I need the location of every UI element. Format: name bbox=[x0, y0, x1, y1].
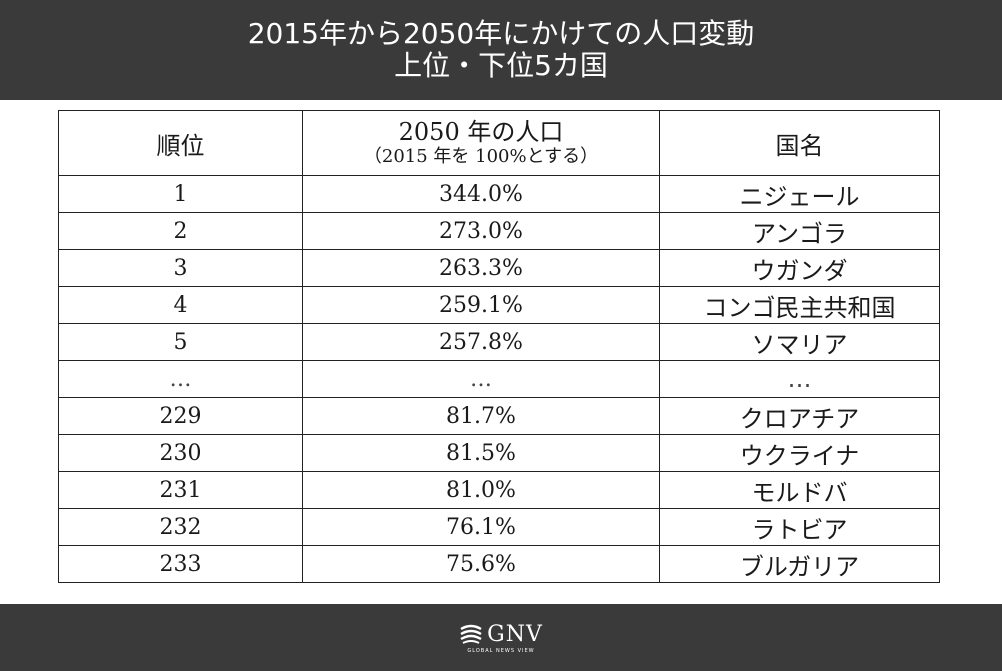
logo-text: GNV bbox=[487, 621, 543, 647]
table-row: 230 81.5% ウクライナ bbox=[58, 434, 940, 472]
population-cell: 273.0% bbox=[302, 212, 660, 250]
country-cell: … bbox=[659, 360, 940, 398]
population-cell: 81.7% bbox=[302, 397, 660, 435]
population-cell: 81.5% bbox=[302, 434, 660, 472]
logo-subtext: GLOBAL NEWS VIEW bbox=[467, 647, 535, 654]
column-header-country: 国名 bbox=[659, 110, 940, 176]
table-row: 3 263.3% ウガンダ bbox=[58, 249, 940, 287]
country-cell: ウガンダ bbox=[659, 249, 940, 287]
table-row: 5 257.8% ソマリア bbox=[58, 323, 940, 361]
rank-cell: 233 bbox=[58, 545, 303, 583]
column-header-rank: 順位 bbox=[58, 110, 303, 176]
page-title: 2015年から2050年にかけての人口変動 bbox=[247, 17, 755, 50]
country-cell: アンゴラ bbox=[659, 212, 940, 250]
population-cell: … bbox=[302, 360, 660, 398]
table-row: 233 75.6% ブルガリア bbox=[58, 545, 940, 583]
rank-cell: 230 bbox=[58, 434, 303, 472]
globe-logo-icon bbox=[460, 624, 482, 644]
country-cell: ブルガリア bbox=[659, 545, 940, 583]
page-subtitle: 上位・下位5カ国 bbox=[394, 49, 608, 82]
table-row: 1 344.0% ニジェール bbox=[58, 175, 940, 213]
country-cell: ニジェール bbox=[659, 175, 940, 213]
population-cell: 81.0% bbox=[302, 471, 660, 509]
country-cell: コンゴ民主共和国 bbox=[659, 286, 940, 324]
population-cell: 344.0% bbox=[302, 175, 660, 213]
population-cell: 76.1% bbox=[302, 508, 660, 546]
population-cell: 257.8% bbox=[302, 323, 660, 361]
table-header-row: 順位 2050 年の人口 （2015 年を 100%とする） 国名 bbox=[58, 110, 940, 176]
table-row: 232 76.1% ラトビア bbox=[58, 508, 940, 546]
table-row: 2 273.0% アンゴラ bbox=[58, 212, 940, 250]
ranking-table: 順位 2050 年の人口 （2015 年を 100%とする） 国名 1 344.0… bbox=[58, 110, 940, 583]
rank-cell: 2 bbox=[58, 212, 303, 250]
table-row: 231 81.0% モルドバ bbox=[58, 471, 940, 509]
rank-cell: 4 bbox=[58, 286, 303, 324]
table-row: 229 81.7% クロアチア bbox=[58, 397, 940, 435]
country-cell: クロアチア bbox=[659, 397, 940, 435]
rank-cell: 5 bbox=[58, 323, 303, 361]
population-cell: 263.3% bbox=[302, 249, 660, 287]
rank-cell: 1 bbox=[58, 175, 303, 213]
population-cell: 259.1% bbox=[302, 286, 660, 324]
country-cell: ラトビア bbox=[659, 508, 940, 546]
column-header-population-main: 2050 年の人口 bbox=[398, 118, 564, 146]
rank-cell: 3 bbox=[58, 249, 303, 287]
table-row: 4 259.1% コンゴ民主共和国 bbox=[58, 286, 940, 324]
country-cell: ウクライナ bbox=[659, 434, 940, 472]
rank-cell: 229 bbox=[58, 397, 303, 435]
country-cell: モルドバ bbox=[659, 471, 940, 509]
rank-cell: 231 bbox=[58, 471, 303, 509]
column-header-population: 2050 年の人口 （2015 年を 100%とする） bbox=[302, 110, 660, 176]
footer-bar: GNV GLOBAL NEWS VIEW bbox=[0, 604, 1002, 671]
population-cell: 75.6% bbox=[302, 545, 660, 583]
ranking-table-container: 順位 2050 年の人口 （2015 年を 100%とする） 国名 1 344.0… bbox=[58, 110, 940, 583]
title-banner: 2015年から2050年にかけての人口変動 上位・下位5カ国 bbox=[0, 0, 1002, 100]
gnv-logo: GNV GLOBAL NEWS VIEW bbox=[459, 622, 543, 654]
rank-cell: 232 bbox=[58, 508, 303, 546]
column-header-population-sub: （2015 年を 100%とする） bbox=[363, 146, 599, 167]
country-cell: ソマリア bbox=[659, 323, 940, 361]
ellipsis-row: ……… bbox=[58, 360, 940, 398]
rank-cell: … bbox=[58, 360, 303, 398]
table-body: 1 344.0% ニジェール 2 273.0% アンゴラ 3 263.3% ウガンダ 4 259.1… bbox=[58, 175, 940, 583]
